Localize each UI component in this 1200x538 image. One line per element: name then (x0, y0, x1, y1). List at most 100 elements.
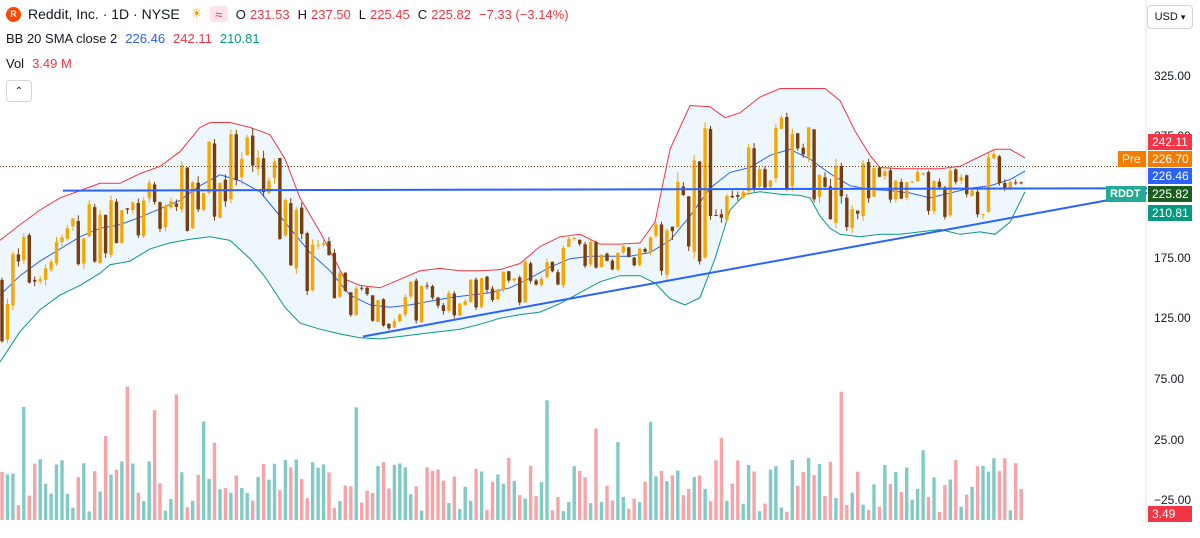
candle-body (447, 292, 451, 311)
volume-bar (114, 469, 119, 520)
bb-legend[interactable]: BB 20 SMA close 2 226.46 242.11 210.81 (6, 31, 260, 46)
symbol-tag: RDDT (1106, 186, 1146, 202)
volume-bar (458, 509, 462, 520)
volume-bar (305, 498, 309, 520)
candle-body (349, 292, 353, 315)
candle-body (261, 158, 266, 193)
volume-bar (768, 469, 773, 520)
volume-tick-25: 25.00 (1154, 433, 1185, 447)
candle-body (632, 257, 636, 266)
volume-bar (975, 466, 980, 520)
volume-bar (321, 464, 326, 520)
volume-bar (730, 483, 734, 520)
candle-body (22, 237, 26, 261)
volume-legend[interactable]: Vol 3.49 M (6, 56, 72, 71)
volume-bar (790, 460, 794, 520)
volume-bar (485, 509, 489, 520)
candle-body (27, 235, 31, 283)
volume-bar (708, 501, 713, 520)
candle-body (518, 277, 522, 303)
volume-bar (267, 479, 271, 520)
volume-bar (109, 474, 113, 520)
candle-body (474, 279, 478, 308)
open-value: 231.53 (249, 6, 290, 22)
candle-body (681, 186, 685, 195)
volume-bar (714, 460, 718, 520)
candle-body (572, 238, 576, 240)
volume-bar (828, 462, 833, 520)
volume-bar (981, 465, 985, 520)
candle-body (670, 226, 675, 232)
candle-body (528, 263, 533, 281)
volume-bar (120, 461, 124, 520)
volume-bar (425, 467, 429, 520)
volume-bar (131, 463, 135, 520)
volume-bar (5, 474, 10, 520)
bb-basis-line (0, 148, 1026, 308)
candle-body (757, 169, 762, 187)
reddit-logo-icon: R (6, 6, 21, 22)
volume-tick-neg25: −25.00 (1154, 493, 1192, 507)
candle-body (490, 288, 495, 300)
candle-body (578, 239, 582, 244)
candle-body (425, 285, 429, 287)
volume-bar (692, 477, 696, 520)
volume-bar (659, 470, 664, 520)
volume-bar (921, 450, 925, 520)
volume-bar (169, 499, 173, 520)
volume-bar (463, 486, 467, 520)
candle-body (692, 160, 696, 252)
candle-body (583, 244, 587, 266)
volume-bar (261, 463, 266, 520)
volume-bar (289, 467, 293, 520)
currency-selector[interactable]: USD ▾ (1147, 5, 1193, 29)
volume-bar (441, 480, 446, 520)
volume-bar (806, 458, 811, 520)
candle-body (921, 173, 925, 175)
candle-body (43, 268, 48, 280)
candle-body (452, 293, 456, 316)
volume-bar (87, 511, 91, 520)
candle-body (120, 210, 124, 244)
candle-body (894, 180, 898, 200)
candle-body (981, 214, 985, 216)
candle-body (76, 221, 80, 265)
volume-bar (240, 487, 244, 520)
last-price-tag: 225.82 (1148, 186, 1192, 202)
bb-upper-value: 242.11 (173, 31, 212, 46)
candle-body (638, 248, 642, 265)
candle-body (485, 276, 489, 290)
price-tick-75: 75.00 (1154, 372, 1185, 386)
trendlines[interactable] (0, 166, 1148, 338)
candle-body (888, 170, 893, 200)
delayed-data-icon[interactable]: ≈ (209, 6, 228, 22)
candle-body (142, 200, 146, 237)
volume-bar (229, 492, 233, 520)
volume-bars (0, 386, 1023, 520)
market-status-sun-icon[interactable]: ☀ (190, 6, 203, 21)
volume-bar (796, 486, 800, 520)
candle-body (201, 193, 206, 210)
candle-body (676, 182, 680, 227)
symbol-title[interactable]: Reddit, Inc. · 1D · NYSE (28, 6, 180, 22)
candle-body (877, 167, 882, 177)
collapse-legend-button[interactable]: ⌃ (6, 80, 32, 102)
candle-body (65, 228, 70, 239)
close-value: 225.82 (431, 6, 471, 22)
candle-body (588, 241, 593, 265)
volume-bar (528, 465, 533, 520)
volume-bar (381, 462, 386, 520)
volume-bar (937, 512, 942, 520)
bb-lower-value: 210.81 (219, 31, 260, 46)
candle-body (463, 301, 467, 305)
volume-bar (469, 500, 473, 520)
price-chart[interactable] (0, 0, 1200, 523)
candle-body (436, 297, 440, 306)
candle-body (229, 134, 233, 200)
volume-bar (1003, 458, 1007, 520)
candle-body (643, 249, 647, 252)
bb-indicator-name[interactable]: BB 20 SMA close 2 (6, 31, 118, 46)
symbol-legend[interactable]: R Reddit, Inc. · 1D · NYSE ☀ ≈ O 231.53 H… (6, 6, 569, 22)
volume-indicator-name[interactable]: Vol (6, 56, 25, 71)
candle-body (392, 321, 397, 328)
